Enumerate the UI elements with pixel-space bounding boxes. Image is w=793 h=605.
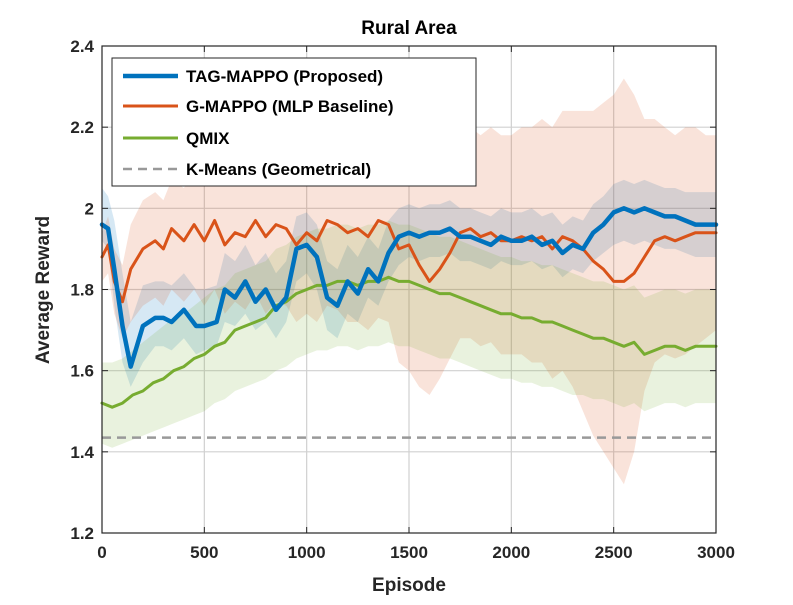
ticks (101, 45, 717, 534)
legend-label-kmeans: K-Means (Geometrical) (186, 160, 371, 179)
line-qmix (100, 275, 718, 409)
line-g-mappo-mlp-baseline (100, 219, 718, 304)
x-tick-label: 1500 (390, 543, 428, 562)
legend-entry-qmix: QMIX (123, 129, 230, 148)
legend: TAG-MAPPO (Proposed) G-MAPPO (MLP Baseli… (111, 57, 477, 187)
x-tick-label: 1000 (288, 543, 326, 562)
chart-title: Rural Area (361, 18, 457, 39)
legend-label-qmix: QMIX (186, 129, 230, 148)
legend-box (111, 57, 477, 187)
x-tick-label: 3000 (697, 543, 735, 562)
legend-entry-kmeans: K-Means (Geometrical) (123, 160, 371, 179)
y-tick-label: 2.2 (70, 118, 94, 137)
band-qmix (102, 220, 716, 448)
legend-label-g-mappo: G-MAPPO (MLP Baseline) (186, 97, 394, 116)
y-tick-label: 2.4 (70, 37, 94, 56)
line-tag-mappo-proposed (99, 206, 719, 369)
y-tick-label: 1.6 (70, 362, 94, 381)
legend-entry-tag-mappo: TAG-MAPPO (Proposed) (123, 67, 383, 86)
y-axis-title: Average Reward (33, 216, 54, 364)
legend-entry-g-mappo: G-MAPPO (MLP Baseline) (123, 97, 394, 116)
band-tag-mappo-proposed (102, 179, 716, 387)
series-lines (99, 206, 719, 439)
y-tick-label: 1.2 (70, 524, 94, 543)
x-tick-label: 2000 (492, 543, 530, 562)
y-tick-label: 2 (85, 199, 94, 218)
y-tick-label: 1.8 (70, 281, 94, 300)
x-tick-label: 500 (190, 543, 218, 562)
legend-label-tag-mappo: TAG-MAPPO (Proposed) (186, 67, 383, 86)
x-tick-label: 0 (97, 543, 106, 562)
tick-labels: 0 500 1000 1500 2000 2500 3000 1.2 1.4 1.6 1.8 2 2.2… (70, 37, 735, 562)
x-axis-title: Episode (372, 575, 446, 596)
y-tick-label: 1.4 (70, 443, 94, 462)
x-tick-label: 2500 (595, 543, 633, 562)
